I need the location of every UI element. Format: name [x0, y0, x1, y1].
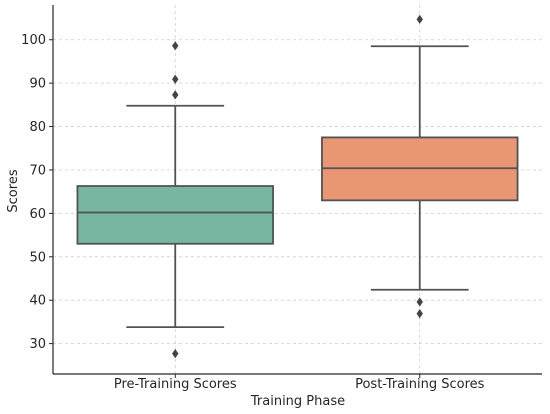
y-tick-label: 90 — [29, 77, 46, 92]
y-tick-label: 80 — [29, 120, 46, 135]
y-tick-labels: 30 40 50 60 70 80 90 100 — [21, 33, 46, 352]
x-tick-label: Post-Training Scores — [355, 377, 485, 392]
y-tick-label: 50 — [29, 250, 46, 265]
outlier-point — [416, 309, 423, 319]
outlier-point — [416, 297, 423, 307]
box-series — [76, 14, 519, 359]
y-axis-label: Scores — [6, 169, 21, 212]
y-tick-label: 60 — [29, 207, 46, 222]
outlier-point — [172, 90, 179, 100]
x-tick-labels: Pre-Training Scores Post-Training Scores — [114, 377, 485, 392]
x-tick-label: Pre-Training Scores — [114, 377, 237, 392]
axes — [49, 5, 542, 378]
y-tick-label: 100 — [21, 33, 46, 48]
x-axis-label: Training Phase — [250, 394, 345, 409]
y-tick-label: 40 — [29, 294, 46, 309]
box-pre-training — [76, 41, 274, 359]
y-tick-label: 30 — [29, 337, 46, 352]
outlier-point — [172, 74, 179, 84]
outlier-point — [172, 41, 179, 51]
iqr-box — [76, 185, 274, 245]
y-tick-label: 70 — [29, 163, 46, 178]
outlier-point — [172, 348, 179, 359]
outlier-point — [416, 14, 423, 24]
box-post-training — [321, 14, 519, 319]
